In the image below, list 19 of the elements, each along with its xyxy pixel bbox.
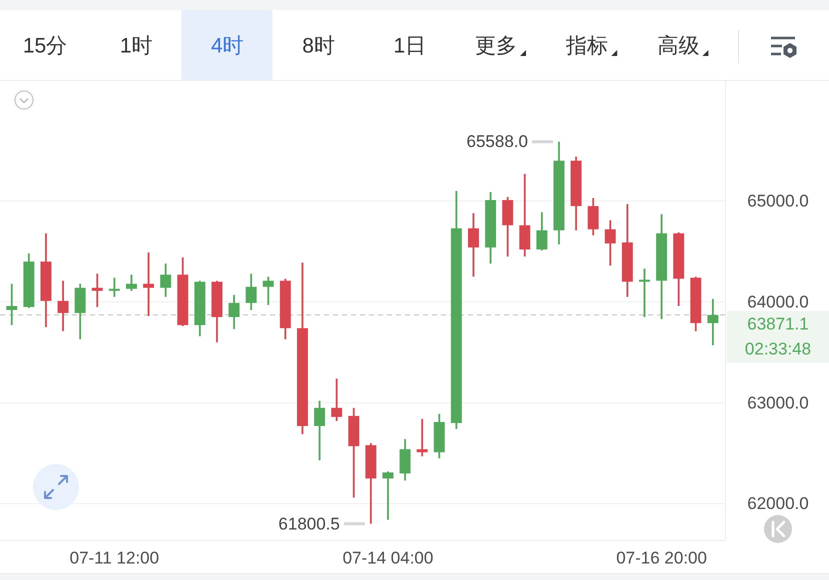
x-tick-label: 07-14 04:00 <box>342 548 434 568</box>
y-tick-label: 65000.0 <box>747 192 809 211</box>
text: 15分 <box>22 34 68 58</box>
x-tick-label: 07-11 12:00 <box>70 548 160 568</box>
ref-line-label: 63871.1 <box>747 314 809 334</box>
y-tick-label: 62000.0 <box>747 494 809 514</box>
y-tick-label: 64000.0 <box>747 292 809 312</box>
x-tick-label: 07-16 20:00 <box>616 548 707 568</box>
text: 4时 <box>211 34 244 58</box>
text: 更多 <box>475 34 517 58</box>
text: 1时 <box>120 34 153 58</box>
text: 指标 <box>565 34 608 58</box>
y-tick-label: 63000.0 <box>747 393 809 412</box>
text: 8时 <box>302 34 335 58</box>
text: 1日 <box>393 34 426 58</box>
text: 高级 <box>657 34 700 58</box>
annotation: 61800.5 <box>278 514 340 534</box>
annotation: 65588.0 <box>466 132 528 152</box>
text: 02:33:48 <box>744 339 812 358</box>
